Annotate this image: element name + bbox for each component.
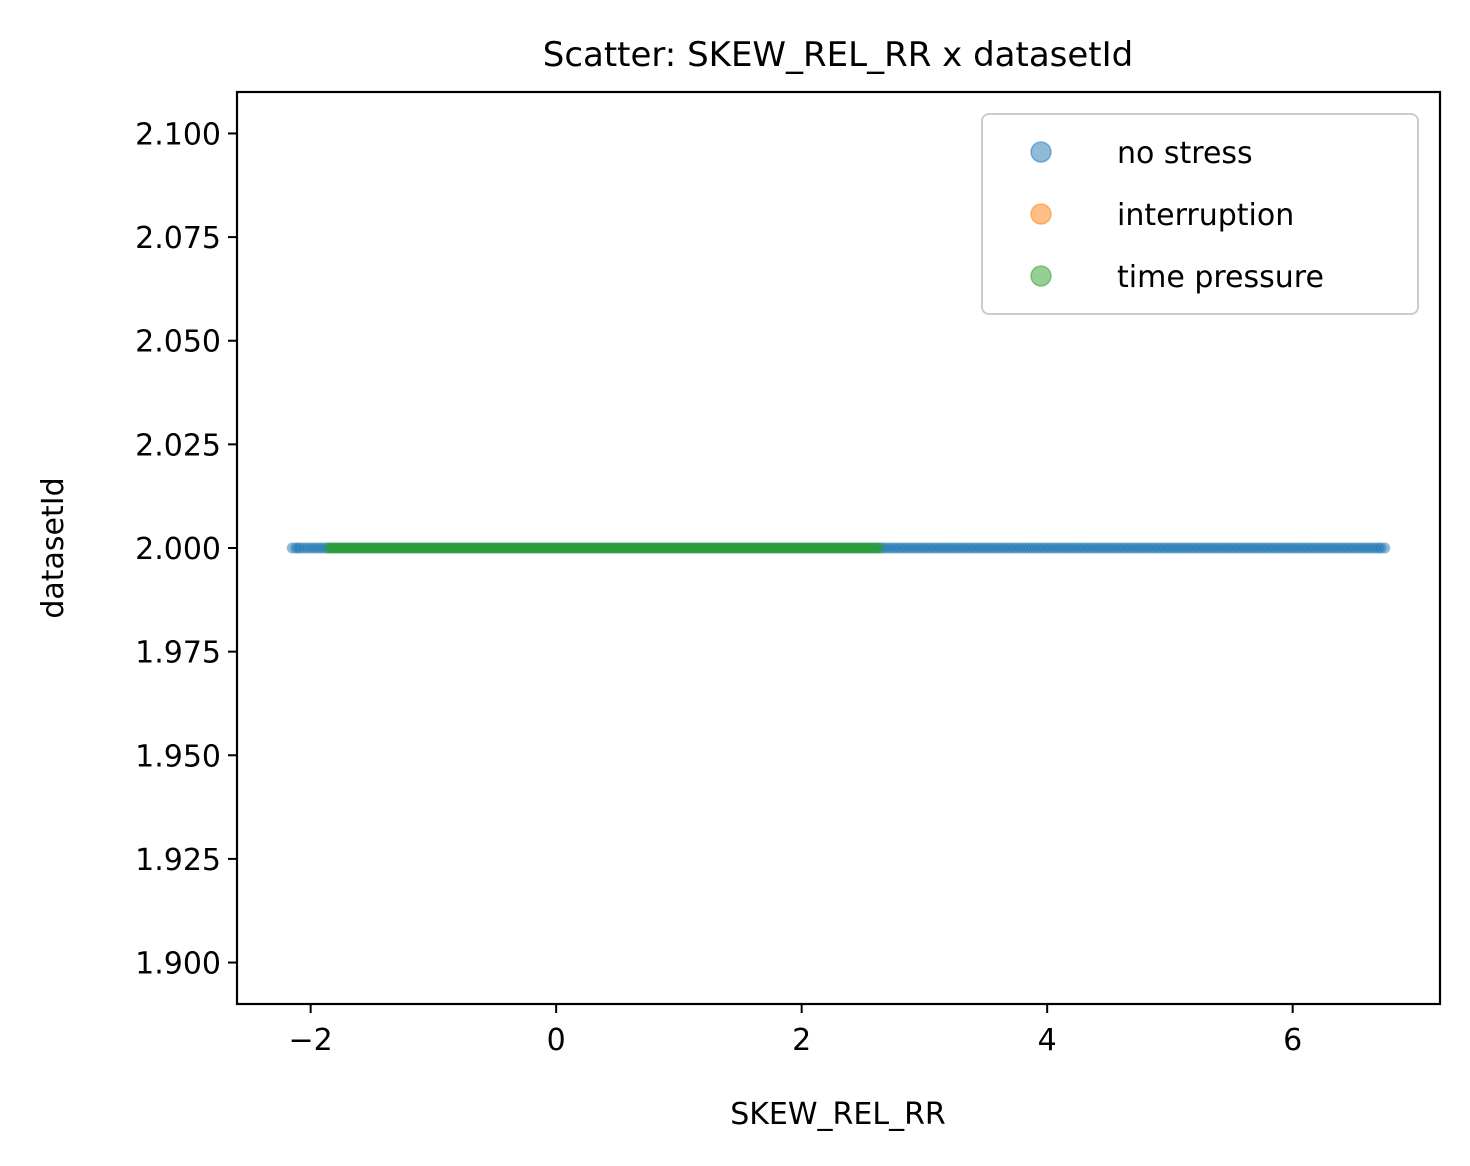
data-point [873, 542, 885, 554]
legend: no stress interruption time pressure [981, 113, 1419, 315]
x-tick-label: 4 [1038, 1023, 1057, 1058]
y-tick-label: 1.900 [135, 947, 221, 982]
chart-title: Scatter: SKEW_REL_RR x datasetId [543, 35, 1134, 75]
legend-marker [1030, 265, 1052, 287]
legend-marker [1030, 203, 1052, 225]
x-tick-label: 0 [547, 1023, 566, 1058]
y-tick-label: 2.075 [135, 221, 221, 256]
legend-label: interruption [1117, 198, 1294, 233]
y-tick-label: 1.975 [135, 636, 221, 671]
x-tick-label: 6 [1283, 1023, 1302, 1058]
y-tick-label: 1.950 [135, 739, 221, 774]
legend-marker [1030, 141, 1052, 163]
x-axis-label: SKEW_REL_RR [730, 1097, 946, 1132]
y-tick-label: 2.050 [135, 325, 221, 360]
series-2-points [323, 542, 885, 554]
y-axis-ticks: 1.900 1.925 1.950 1.975 2.000 2.025 2.050 2.075… [135, 117, 237, 982]
points-layer [286, 542, 1391, 554]
y-tick-label: 2.100 [135, 117, 221, 152]
y-tick-label: 1.925 [135, 843, 221, 878]
data-point [1379, 542, 1391, 554]
y-axis-label: datasetId [36, 477, 71, 618]
y-tick-label: 2.025 [135, 428, 221, 463]
legend-items: no stress interruption time pressure [1030, 136, 1324, 295]
legend-frame [981, 113, 1419, 315]
x-tick-label: −2 [289, 1023, 333, 1058]
x-tick-label: 2 [792, 1023, 811, 1058]
x-axis-ticks: −2 0 2 4 6 [289, 1004, 1302, 1058]
legend-label: time pressure [1117, 260, 1324, 295]
y-tick-label: 2.000 [135, 532, 221, 567]
legend-label: no stress [1117, 136, 1253, 171]
